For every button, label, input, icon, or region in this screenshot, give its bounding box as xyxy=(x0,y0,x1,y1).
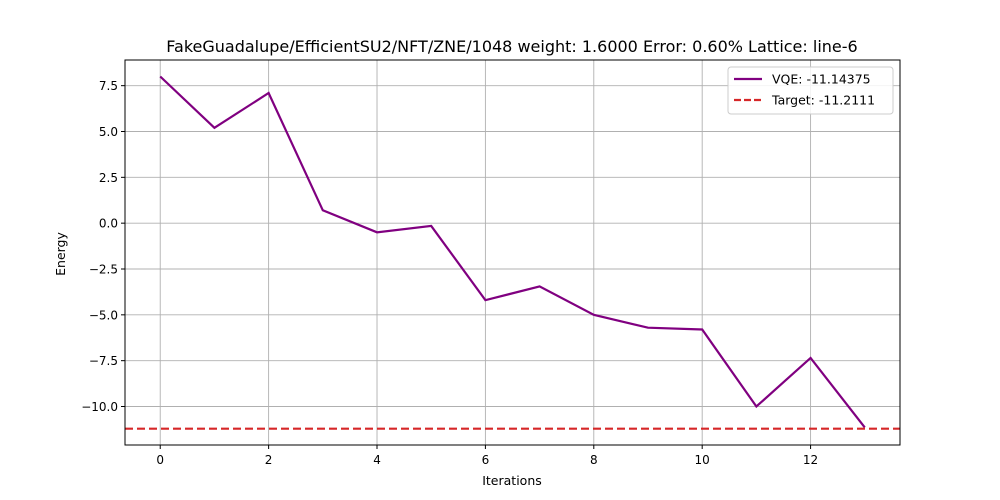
x-tick-label: 2 xyxy=(265,453,273,467)
y-tick-label: 5.0 xyxy=(99,125,118,139)
y-axis-label: Energy xyxy=(53,232,68,276)
chart-title: FakeGuadalupe/EfficientSU2/NFT/ZNE/1048 … xyxy=(166,37,857,56)
x-tick-label: 0 xyxy=(156,453,164,467)
x-tick-label: 4 xyxy=(373,453,381,467)
x-tick-label: 12 xyxy=(803,453,818,467)
legend-box xyxy=(727,66,894,115)
y-tick-label: −10.0 xyxy=(81,400,118,414)
grid xyxy=(125,60,900,445)
y-tick-label: −7.5 xyxy=(89,354,118,368)
y-tick-label: −5.0 xyxy=(89,308,118,322)
y-tick-label: 2.5 xyxy=(99,171,118,185)
plot-frame xyxy=(124,59,901,446)
x-tick-label: 8 xyxy=(590,453,598,467)
y-tick-label: −2.5 xyxy=(89,263,118,277)
legend: VQE: -11.14375 Target: -11.2111 xyxy=(727,66,894,115)
x-axis: 0 2 4 6 8 10 12 xyxy=(156,445,818,467)
series-layer xyxy=(125,75,900,430)
y-axis: 7.5 5.0 2.5 0.0 −2.5 −5.0 −7.5 −10.0 xyxy=(81,79,125,414)
y-tick-label: 0.0 xyxy=(99,217,118,231)
y-tick-label: 7.5 xyxy=(99,79,118,93)
vqe-series-line xyxy=(159,75,866,429)
x-tick-label: 10 xyxy=(695,453,710,467)
x-axis-label: Iterations xyxy=(482,473,542,488)
legend-label: Target: -11.2111 xyxy=(771,93,875,108)
legend-label: VQE: -11.14375 xyxy=(772,72,871,87)
x-tick-label: 6 xyxy=(482,453,490,467)
